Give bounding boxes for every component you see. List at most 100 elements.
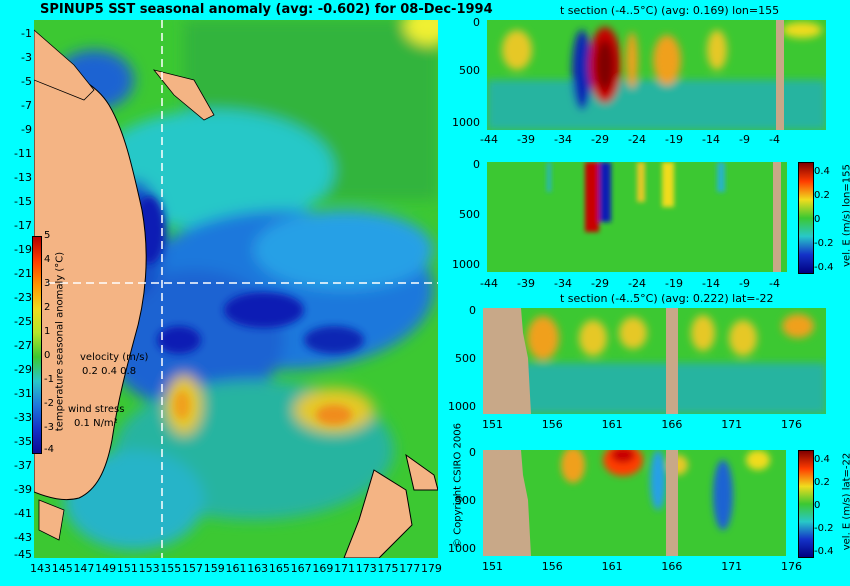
lat-tick: -33 (14, 411, 32, 424)
lat-tick: -21 (14, 267, 32, 280)
panel4-xaxis: 151 156 161 166 171 176 (482, 560, 802, 576)
panel3-title: t section (-4..5°C) (avg: 0.222) lat=-22 (560, 292, 773, 305)
x-tick: 161 (602, 418, 623, 434)
lat-tick: -41 (14, 507, 32, 520)
panel1-title: t section (-4..5°C) (avg: 0.169) lon=155 (560, 4, 779, 17)
y-tick: 500 (459, 208, 480, 221)
lat-tick: -23 (14, 291, 32, 304)
x-tick: 166 (661, 560, 682, 576)
colorbar-tick: 0 (814, 214, 820, 225)
lon-tick: 151 (117, 562, 138, 578)
x-tick: -34 (554, 133, 572, 149)
lon-tick: 145 (52, 562, 73, 578)
lat-tick: -19 (14, 243, 32, 256)
lon-tick: 177 (399, 562, 420, 578)
lon-tick: 163 (247, 562, 268, 578)
lon-tick: 153 (139, 562, 160, 578)
map-lat-axis: -1 -3 -5 -7 -9 -11 -13 -15 -17 -19 -21 -… (0, 20, 32, 560)
panel4-section (483, 450, 786, 556)
lat-tick: -3 (21, 51, 32, 64)
colorbar-tick: -3 (44, 422, 54, 433)
lat-tick: -27 (14, 339, 32, 352)
lat-tick: -25 (14, 315, 32, 328)
colorbar-tick: -0.4 (814, 262, 834, 273)
lat-tick: -5 (21, 75, 32, 88)
y-tick: 1000 (448, 400, 476, 413)
colorbar-tick: -0.2 (814, 238, 834, 249)
x-tick: -29 (591, 133, 609, 149)
colorbar-tick: 1 (44, 326, 50, 337)
x-tick: -44 (480, 133, 498, 149)
velocity-scale: 0.2 0.4 0.8 (82, 366, 136, 377)
lat-tick: -13 (14, 171, 32, 184)
lat-tick: -37 (14, 459, 32, 472)
colorbar-label: temperature seasonal anomaly (°C) (55, 247, 66, 437)
y-tick: 500 (455, 494, 476, 507)
panel4-colorbar (798, 450, 814, 558)
colorbar-tick: -1 (44, 374, 54, 385)
colorbar-tick: -4 (44, 444, 54, 455)
panel1-yaxis: 0 500 1000 (440, 16, 484, 136)
colorbar-tick: 4 (44, 254, 50, 265)
x-tick: -19 (665, 133, 683, 149)
map-colorbar (32, 236, 42, 454)
x-tick: -9 (739, 277, 750, 293)
x-tick: -39 (517, 277, 535, 293)
lon-tick: 155 (160, 562, 181, 578)
panel3-yaxis: 0 500 1000 (436, 304, 480, 420)
y-tick: 1000 (452, 116, 480, 129)
colorbar-tick: 2 (44, 302, 50, 313)
lon-tick: 167 (291, 562, 312, 578)
lat-tick: -9 (21, 123, 32, 136)
colorbar-tick: 0.4 (814, 454, 830, 465)
lon-tick: 161 (225, 562, 246, 578)
y-tick: 1000 (452, 258, 480, 271)
lat-tick: -15 (14, 195, 32, 208)
x-tick: -29 (591, 277, 609, 293)
panel1-xaxis: -44 -39 -34 -29 -24 -19 -14 -9 -4 (480, 133, 780, 149)
x-tick: 156 (542, 418, 563, 434)
panel2-yaxis: 0 500 1000 (440, 158, 484, 278)
lat-tick: -35 (14, 435, 32, 448)
colorbar-tick: -0.2 (814, 523, 834, 534)
velocity-label: velocity (m/s) (80, 352, 148, 363)
x-tick: 151 (482, 560, 503, 576)
panel2-colorbar (798, 162, 814, 274)
colorbar-tick: 0.2 (814, 190, 830, 201)
y-tick: 0 (469, 304, 476, 317)
panel2-section (487, 162, 787, 272)
lon-tick: 179 (421, 562, 442, 578)
lon-tick: 159 (204, 562, 225, 578)
lat-tick: -45 (14, 548, 32, 561)
lat-tick: -7 (21, 99, 32, 112)
x-tick: 176 (781, 418, 802, 434)
panel2-colorbar-ticks: 0.4 0.2 0 -0.2 -0.4 (814, 166, 836, 276)
x-tick: 171 (721, 560, 742, 576)
lat-tick: -29 (14, 363, 32, 376)
y-tick: 0 (469, 446, 476, 459)
x-tick: -39 (517, 133, 535, 149)
lon-tick: 143 (30, 562, 51, 578)
x-tick: -4 (769, 133, 780, 149)
map-title: SPINUP5 SST seasonal anomaly (avg: -0.60… (40, 2, 493, 17)
x-tick: 166 (661, 418, 682, 434)
x-tick: -19 (665, 277, 683, 293)
panel4-yaxis: 0 500 1000 (436, 446, 480, 562)
colorbar-tick: 0.2 (814, 477, 830, 488)
x-tick: -4 (769, 277, 780, 293)
panel4-colorbar-ticks: 0.4 0.2 0 -0.2 -0.4 (814, 454, 836, 560)
lon-tick: 147 (73, 562, 94, 578)
y-tick: 1000 (448, 542, 476, 555)
panel2-colorbar-label: vel. E (m/s) lon=155 (842, 151, 850, 281)
colorbar-tick: 0 (814, 500, 820, 511)
map-lon-axis: 143 145 147 149 151 153 155 157 159 161 … (30, 562, 442, 578)
y-tick: 500 (455, 352, 476, 365)
x-tick: -34 (554, 277, 572, 293)
panel1-section (487, 20, 826, 130)
lat-tick: -31 (14, 387, 32, 400)
lon-tick: 149 (95, 562, 116, 578)
x-tick: -24 (628, 133, 646, 149)
x-tick: 176 (781, 560, 802, 576)
lat-tick: -17 (14, 219, 32, 232)
lon-tick: 171 (334, 562, 355, 578)
